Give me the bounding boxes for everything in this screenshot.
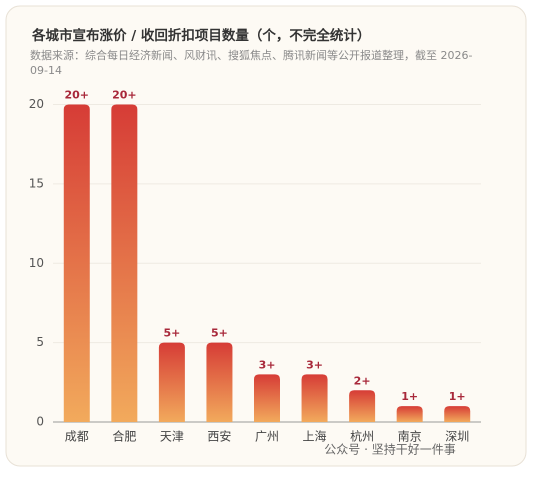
y-tick-label: 0 (36, 415, 44, 429)
value-label: 1+ (401, 390, 418, 403)
y-tick-label: 20 (29, 97, 44, 111)
watermark: 公众号 · 坚持干好一件事 (324, 442, 455, 457)
bar (301, 374, 328, 422)
x-tick-label: 杭州 (350, 429, 374, 444)
x-tick-label: 天津 (160, 430, 184, 444)
subtitle-box: 数据来源：综合每日经济新闻、风财讯、搜狐焦点、腾讯新闻等公开报道整理，截至 20… (30, 49, 473, 77)
bar (396, 406, 423, 422)
bar (111, 104, 138, 423)
value-label: 2+ (354, 374, 371, 387)
value-label: 20+ (112, 89, 137, 102)
x-tick-label: 合肥 (112, 429, 136, 444)
bar (444, 406, 471, 422)
value-label: 3+ (259, 358, 276, 371)
value-label: 5+ (163, 327, 180, 340)
value-label: 20+ (65, 89, 90, 102)
x-tick-label: 南京 (398, 429, 422, 444)
y-tick-label: 15 (29, 176, 44, 190)
bar (254, 374, 280, 422)
bar (349, 390, 376, 422)
y-tick-label: 5 (36, 335, 44, 349)
x-tick-label: 西安 (207, 429, 231, 444)
chart-subtitle: 数据来源：综合每日经济新闻、风财讯、搜狐焦点、腾讯新闻等公开报道整理，截至 20… (30, 49, 473, 77)
bar (63, 104, 90, 423)
bar (206, 342, 233, 422)
x-tick-label: 成都 (65, 430, 89, 444)
chart-title: 各城市宣布涨价 / 收回折扣项目数量（个，不完全统计） (31, 27, 370, 44)
value-label: 1+ (449, 390, 466, 403)
x-tick-label: 深圳 (445, 430, 469, 444)
bar (158, 342, 185, 422)
y-tick-label: 10 (29, 256, 44, 270)
x-tick-label: 上海 (303, 429, 327, 444)
value-label: 3+ (306, 358, 323, 371)
value-label: 5+ (211, 327, 228, 340)
x-tick-label: 广州 (255, 430, 279, 444)
